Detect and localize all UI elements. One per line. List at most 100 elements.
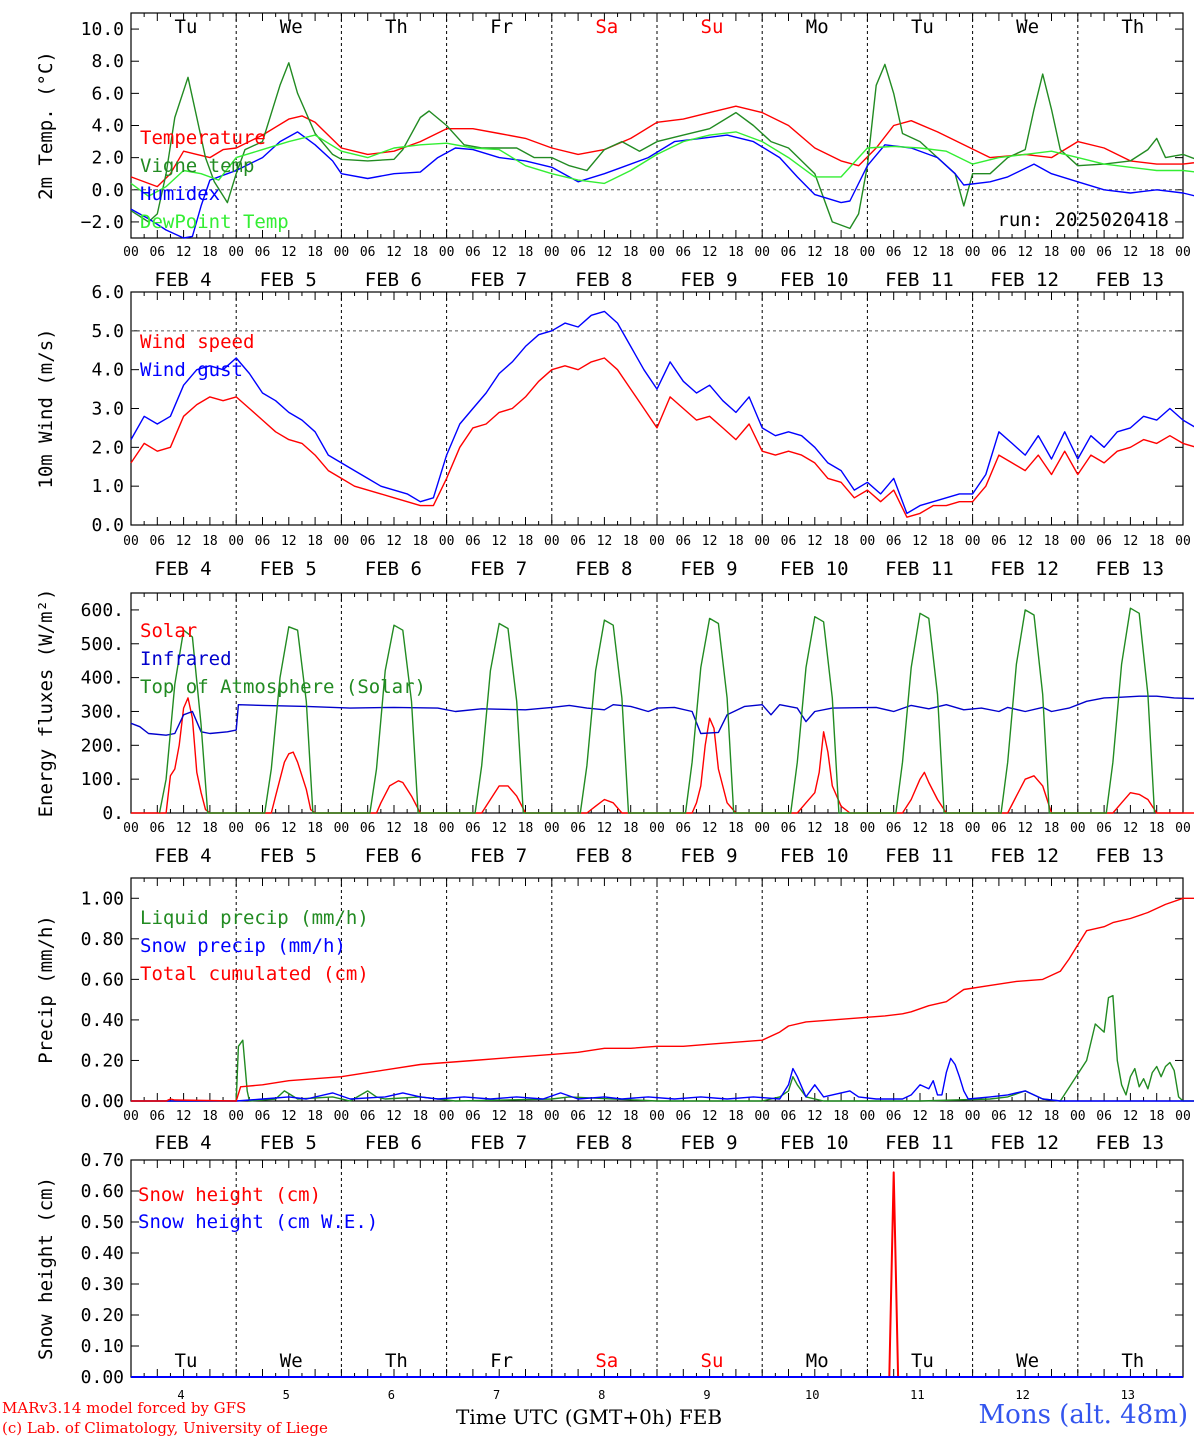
weekday-label: We xyxy=(280,16,303,38)
hour-tick-label: 18 xyxy=(412,1109,428,1124)
hour-tick-label: 06 xyxy=(675,534,691,549)
weekday-label: Su xyxy=(701,16,724,38)
date-label: FEB 13 xyxy=(1095,845,1164,867)
hour-tick-label: 06 xyxy=(886,1109,902,1124)
hour-tick-label: 06 xyxy=(255,1109,271,1124)
y-tick-label: 0.30 xyxy=(81,1274,124,1295)
series-line-temperature xyxy=(130,105,1194,188)
hour-tick-label: 06 xyxy=(991,821,1007,836)
run-label: run: 2025020418 xyxy=(997,209,1169,231)
legend-entry: Snow height (cm) xyxy=(138,1184,321,1206)
y-axis-title: Snow height (cm) xyxy=(35,1177,57,1360)
hour-tick-label: 06 xyxy=(781,1109,797,1124)
y-tick-label: 4.0 xyxy=(91,360,124,381)
hour-tick-label: 00 xyxy=(649,821,665,836)
hour-tick-label: 12 xyxy=(386,245,402,260)
hour-tick-label: 00 xyxy=(123,1109,139,1124)
legend-entry: Infrared xyxy=(140,648,232,670)
hour-tick-label: 00 xyxy=(965,534,981,549)
weekday-label: Th xyxy=(385,16,408,38)
hour-tick-label: 12 xyxy=(386,534,402,549)
hour-tick-label: 18 xyxy=(412,245,428,260)
hour-tick-label: 18 xyxy=(1044,534,1060,549)
hour-tick-label: 00 xyxy=(439,245,455,260)
hour-tick-label: 18 xyxy=(202,821,218,836)
hour-tick-label: 06 xyxy=(1096,821,1112,836)
hour-tick-label: 00 xyxy=(123,245,139,260)
hour-tick-label: 18 xyxy=(938,245,954,260)
y-tick-label: 10.0 xyxy=(81,19,124,40)
hour-tick-label: 06 xyxy=(675,821,691,836)
legend-entry: Wind speed xyxy=(140,331,254,353)
hour-tick-label: 06 xyxy=(675,1109,691,1124)
hour-tick-label: 00 xyxy=(649,534,665,549)
hour-tick-label: 12 xyxy=(807,245,823,260)
date-label: FEB 5 xyxy=(260,1132,317,1154)
hour-tick-label: 06 xyxy=(781,821,797,836)
hour-tick-label: 06 xyxy=(465,534,481,549)
weekday-label: Fr xyxy=(490,1350,513,1372)
hour-tick-label: 06 xyxy=(255,245,271,260)
weekday-label: Mo xyxy=(806,1350,829,1372)
weekday-label: Mo xyxy=(806,16,829,38)
hour-tick-label: 18 xyxy=(1149,534,1165,549)
hour-tick-label: 06 xyxy=(781,534,797,549)
hour-tick-label: 06 xyxy=(360,534,376,549)
series-line-dewpoint-temp xyxy=(130,131,1194,197)
hour-tick-label: 00 xyxy=(544,1109,560,1124)
date-label: FEB 10 xyxy=(780,558,849,580)
date-label: FEB 4 xyxy=(154,269,211,291)
y-tick-label: 500. xyxy=(81,634,124,655)
hour-tick-label: 06 xyxy=(465,1109,481,1124)
hour-tick-label: 06 xyxy=(1096,1109,1112,1124)
hour-tick-label: 00 xyxy=(965,1109,981,1124)
legend-entry: Snow precip (mm/h) xyxy=(140,935,346,957)
day-number-label: 10 xyxy=(805,1388,819,1402)
y-tick-label: −2.0 xyxy=(81,212,124,233)
series-line-infrared xyxy=(130,695,1194,736)
hour-tick-label: 06 xyxy=(991,245,1007,260)
hour-tick-label: 00 xyxy=(1175,821,1191,836)
weekday-label: We xyxy=(1016,16,1039,38)
y-tick-label: 600. xyxy=(81,600,124,621)
hour-tick-label: 18 xyxy=(1149,245,1165,260)
legend-entry: Liquid precip (mm/h) xyxy=(140,907,369,929)
date-label: FEB 6 xyxy=(365,845,422,867)
hour-tick-label: 12 xyxy=(1123,821,1139,836)
hour-tick-label: 18 xyxy=(202,534,218,549)
hour-tick-label: 00 xyxy=(228,1109,244,1124)
chart-panel-5: 0.00 0.10 0.20 0.30 0.40 0.50 0.60 0.70 Snow hei… xyxy=(35,1150,1184,1402)
hour-tick-label: 12 xyxy=(281,821,297,836)
hour-tick-label: 12 xyxy=(176,245,192,260)
weekday-label: Su xyxy=(701,1350,724,1372)
hour-tick-label: 00 xyxy=(860,534,876,549)
date-label: FEB 4 xyxy=(154,558,211,580)
y-tick-label: 0.40 xyxy=(81,1010,124,1031)
hour-tick-label: 18 xyxy=(202,1109,218,1124)
date-label: FEB 6 xyxy=(365,269,422,291)
hour-tick-label: 12 xyxy=(176,1109,192,1124)
hour-tick-label: 12 xyxy=(491,534,507,549)
hour-tick-label: 18 xyxy=(833,534,849,549)
y-tick-label: 0.0 xyxy=(91,180,124,201)
hour-tick-label: 06 xyxy=(360,821,376,836)
y-tick-label: 0.00 xyxy=(81,1091,124,1112)
hour-tick-label: 06 xyxy=(360,245,376,260)
legend-entry: Wind gust xyxy=(140,359,243,381)
hour-tick-label: 00 xyxy=(439,1109,455,1124)
hour-tick-label: 00 xyxy=(334,245,350,260)
weekday-label: We xyxy=(280,1350,303,1372)
hour-tick-label: 12 xyxy=(491,1109,507,1124)
date-label: FEB 8 xyxy=(575,558,632,580)
series-line-solar xyxy=(131,697,1194,814)
hour-tick-label: 18 xyxy=(307,821,323,836)
lab-credit: (c) Lab. of Climatology, University of L… xyxy=(2,1419,328,1437)
plot-frame xyxy=(130,12,1184,239)
hour-tick-label: 12 xyxy=(912,821,928,836)
hour-tick-label: 06 xyxy=(465,245,481,260)
legend-entry: Vigne temp xyxy=(140,155,254,177)
hour-tick-label: 06 xyxy=(570,821,586,836)
y-tick-label: 0.20 xyxy=(81,1050,124,1071)
date-label: FEB 13 xyxy=(1095,558,1164,580)
y-tick-label: 0.70 xyxy=(81,1150,124,1171)
